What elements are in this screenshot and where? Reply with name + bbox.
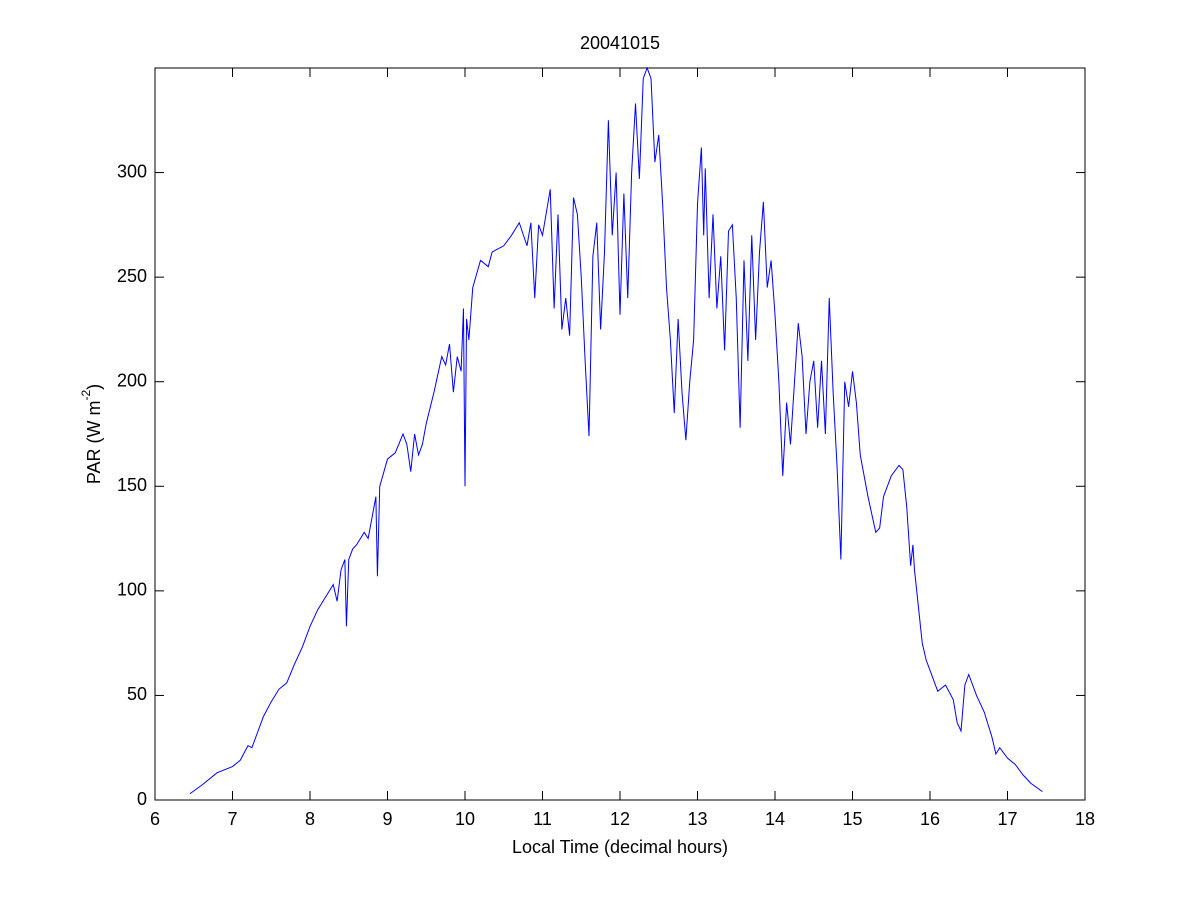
x-tick-label: 6 — [150, 809, 160, 829]
y-axis-label: PAR (W m-2) — [79, 384, 104, 484]
y-tick-label: 200 — [117, 370, 147, 390]
x-tick-label: 8 — [305, 809, 315, 829]
x-tick-label: 16 — [920, 809, 940, 829]
x-tick-label: 11 — [533, 809, 552, 829]
x-tick-label: 7 — [227, 809, 237, 829]
x-tick-label: 17 — [997, 809, 1017, 829]
y-tick-label: 250 — [117, 266, 147, 286]
x-tick-label: 12 — [610, 809, 630, 829]
plot-frame — [154, 67, 1086, 801]
x-tick-label: 10 — [455, 809, 475, 829]
x-tick-label: 15 — [842, 809, 862, 829]
x-tick-label: 9 — [382, 809, 392, 829]
y-tick-label: 100 — [117, 580, 147, 600]
chart-title: 20041015 — [580, 33, 660, 53]
x-tick-label: 18 — [1075, 809, 1095, 829]
y-axis-label-end: ) — [84, 384, 104, 390]
y-tick-label: 50 — [127, 684, 147, 704]
y-tick-label: 0 — [137, 789, 147, 809]
y-axis-label-sup: -2 — [79, 390, 93, 401]
y-tick-label: 150 — [117, 475, 147, 495]
y-tick-label: 300 — [117, 161, 147, 181]
y-axis-label-text: PAR (W m — [84, 401, 104, 485]
data-line — [189, 66, 1043, 795]
x-tick-label: 14 — [765, 809, 785, 829]
x-tick-label: 13 — [687, 809, 707, 829]
x-axis-label: Local Time (decimal hours) — [512, 837, 728, 857]
